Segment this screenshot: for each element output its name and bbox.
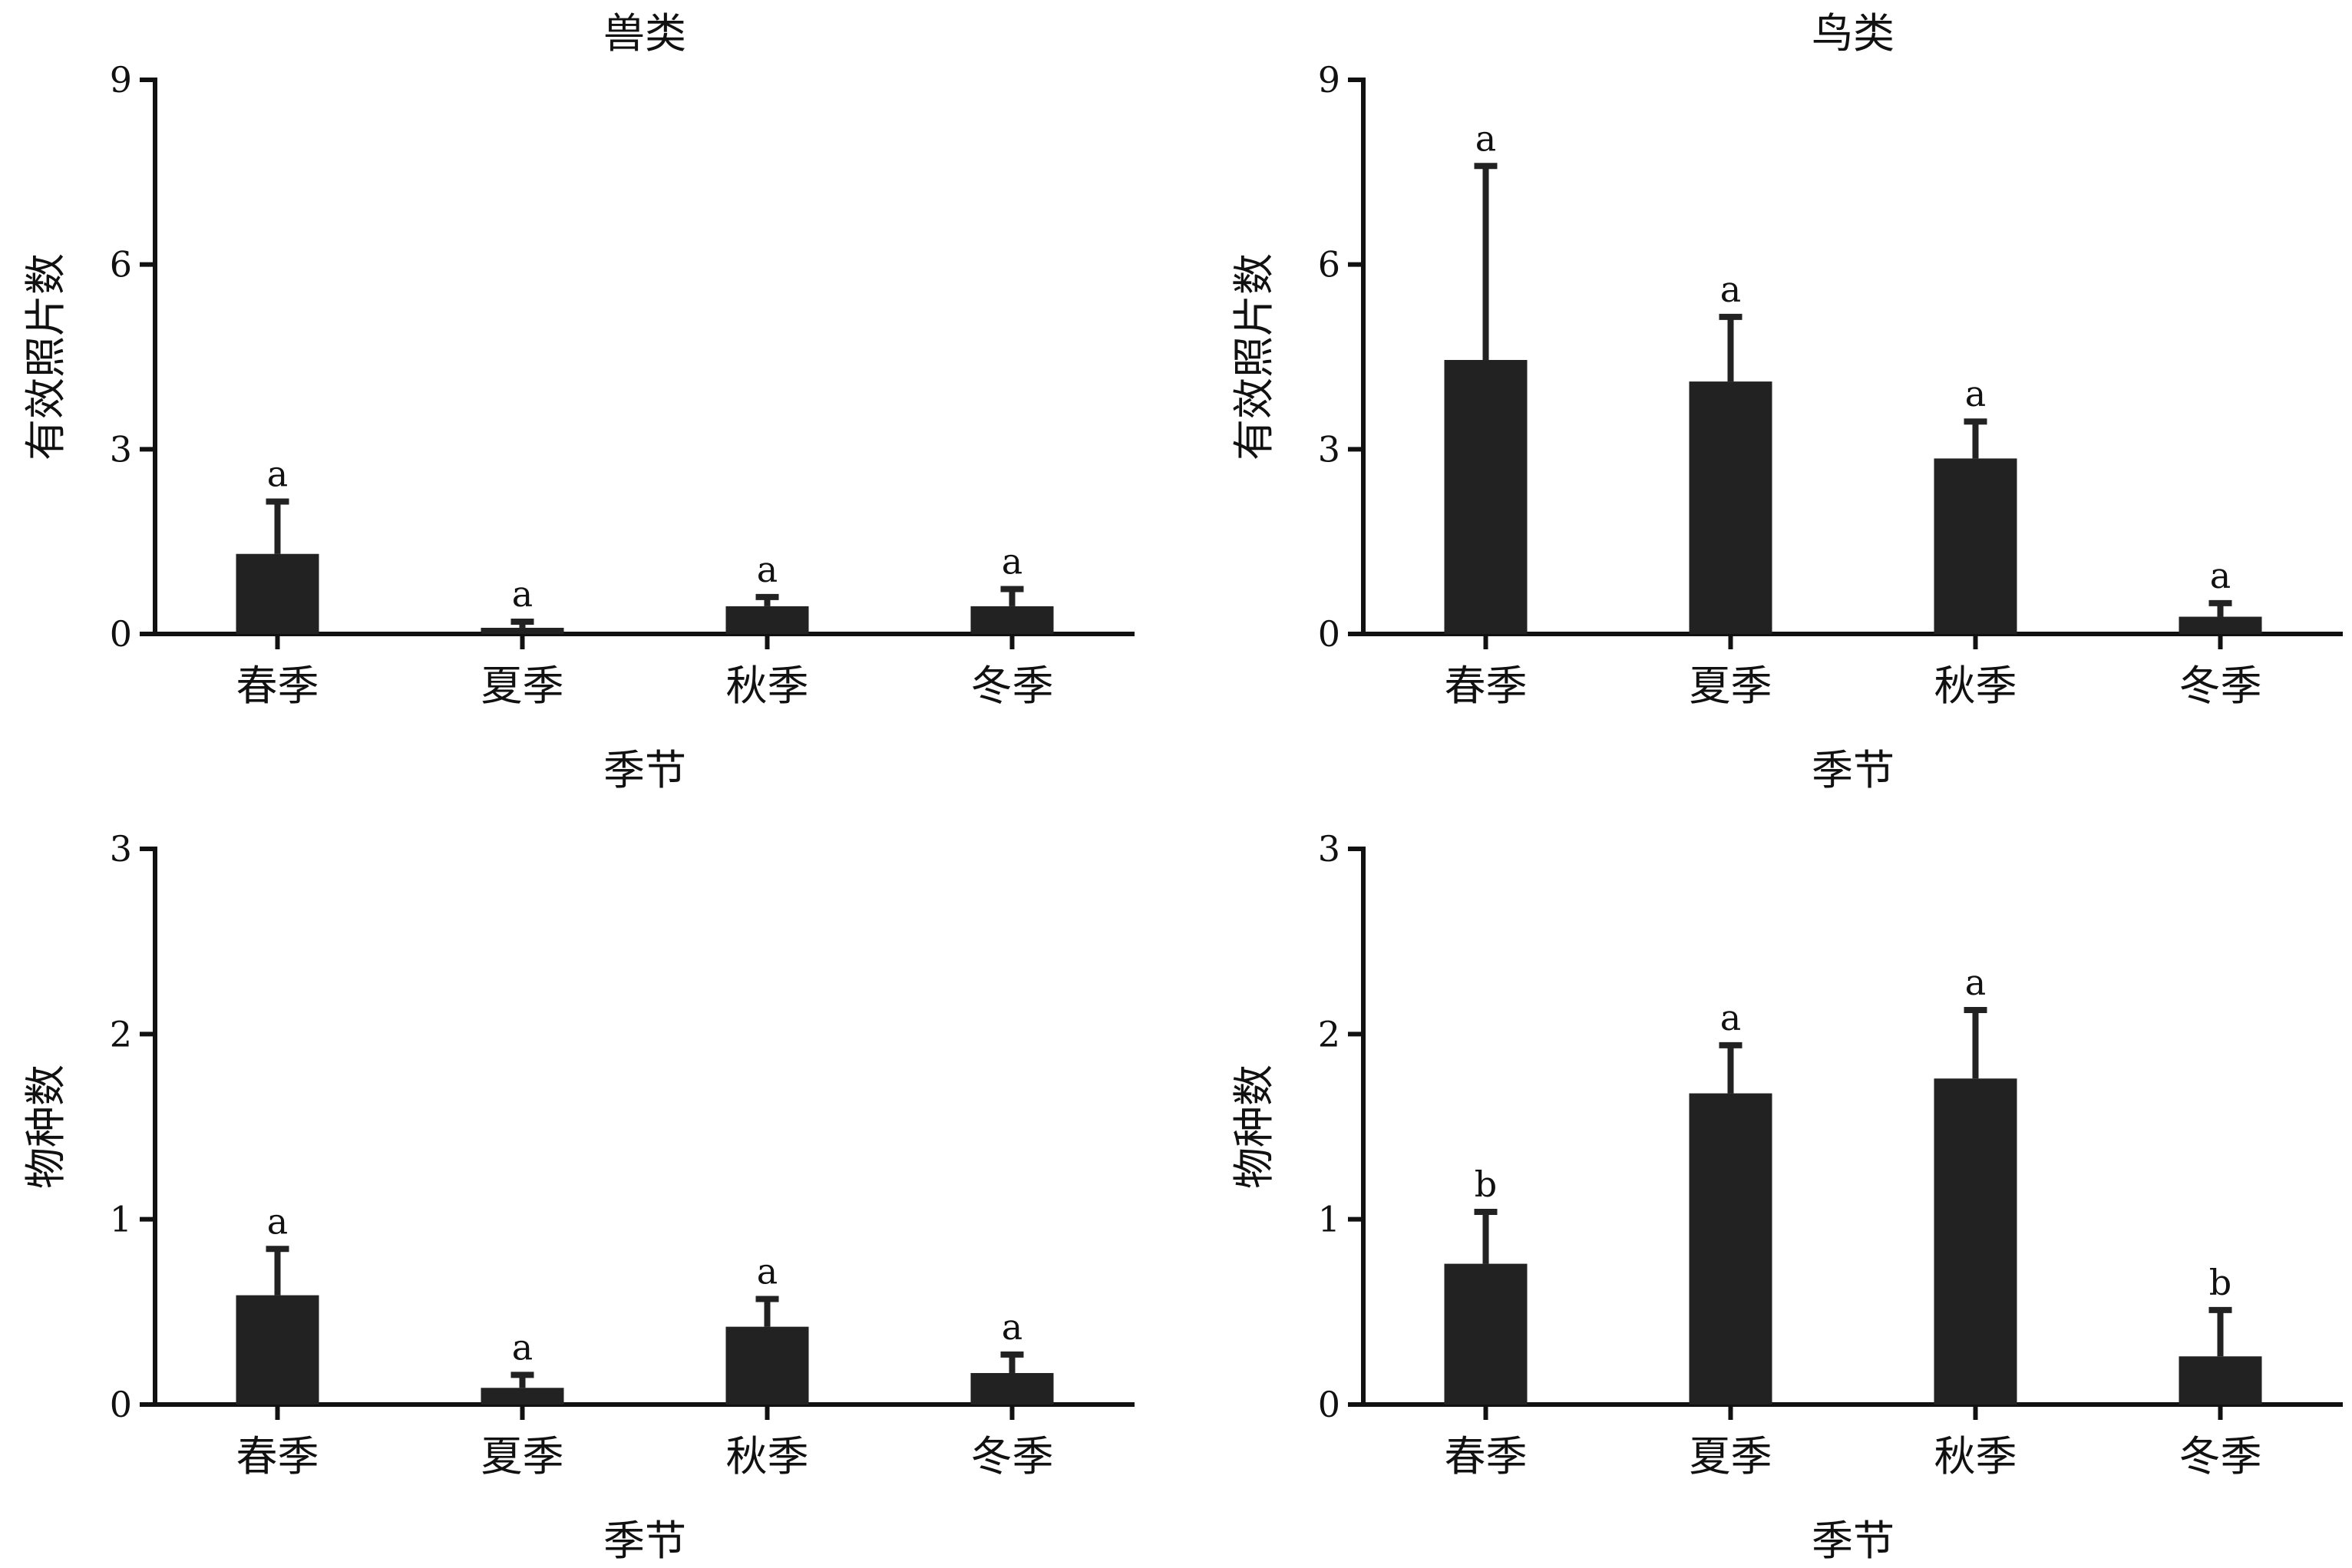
x-axis-title: 季节 [1812,746,1894,794]
bar [1444,360,1528,634]
error-bar [510,1372,534,1388]
significance-label: a [757,1250,778,1292]
error-bar [1000,586,1024,606]
error-bar [1000,1351,1024,1373]
bar [970,1372,1054,1405]
category-label: 春季 [236,1432,319,1481]
y-axis-title: 有效照片数 [1230,253,1278,460]
error-bar [2208,599,2232,617]
y-tick-label: 9 [1318,59,1340,101]
error-bar [1474,163,1498,361]
panel-title: 兽类 [603,9,686,58]
bar [1934,458,2017,634]
y-tick-label: 9 [110,59,132,101]
bar [970,606,1054,634]
significance-label: a [2210,555,2231,596]
bar [725,606,809,634]
chart-panel-2: 0 3 6 9 春季 a 夏季 a 秋季 a 冬季 a 季节 有效照片数 鸟类 [1230,9,2343,794]
significance-label: a [1720,997,1741,1038]
error-bar [266,1246,289,1296]
error-bar [2208,1306,2232,1357]
error-bar [1474,1209,1498,1264]
x-axis-title: 季节 [603,1517,686,1565]
x-axis-title: 季节 [603,746,686,794]
bar [236,1295,319,1405]
error-bar [1964,1006,1987,1079]
panel-title: 鸟类 [1812,9,1894,58]
category-label: 夏季 [1690,662,1772,710]
error-bar [1719,313,1743,382]
y-tick-label: 0 [1318,613,1340,655]
significance-label: b [1475,1164,1497,1205]
significance-label: b [2209,1262,2231,1303]
y-tick-label: 2 [1318,1013,1340,1055]
error-bar [510,618,534,628]
bar [2179,616,2262,634]
y-tick-label: 6 [110,244,132,286]
y-tick-label: 1 [1318,1199,1340,1240]
y-tick-label: 1 [110,1199,132,1240]
bar [481,627,564,634]
error-bar [1719,1041,1743,1094]
category-label: 夏季 [481,662,564,710]
category-label: 春季 [1445,1432,1528,1481]
y-tick-label: 0 [1318,1384,1340,1425]
bar [1934,1078,2017,1405]
bar [1444,1263,1528,1405]
bar [2179,1356,2262,1405]
category-label: 春季 [1445,662,1528,710]
chart-panel-3: 0 1 2 3 春季 a 夏季 a 秋季 a 冬季 a 季节 物种数 [21,828,1135,1565]
y-tick-label: 2 [110,1013,132,1055]
category-label: 夏季 [481,1432,564,1481]
bar [1689,1093,1772,1405]
error-bar [1964,418,1987,459]
y-tick-label: 6 [1318,244,1340,286]
category-label: 秋季 [1934,662,2017,710]
bar [1689,381,1772,634]
bar [236,553,319,634]
bar [725,1326,809,1405]
significance-label: a [512,573,533,615]
y-tick-label: 3 [1318,428,1340,470]
chart-panel-1: 0 3 6 9 春季 a 夏季 a 秋季 a 冬季 a 季节 有效照片数 兽类 [21,9,1135,794]
y-axis-title: 物种数 [21,1065,70,1189]
y-axis-title: 有效照片数 [21,253,70,460]
significance-label: a [757,549,778,590]
bar [481,1388,564,1405]
significance-label: a [1002,1306,1022,1348]
significance-label: a [1475,117,1496,159]
significance-label: a [1965,962,1986,1003]
category-label: 冬季 [2179,662,2262,710]
category-label: 秋季 [726,1432,809,1481]
significance-label: a [1720,269,1741,310]
category-label: 春季 [236,662,319,710]
y-tick-label: 3 [1318,828,1340,870]
y-tick-label: 3 [110,828,132,870]
chart-panel-4: 0 1 2 3 春季 b 夏季 a 秋季 a 冬季 b 季节 物种数 [1230,828,2343,1565]
significance-label: a [512,1326,533,1368]
error-bar [266,498,289,554]
significance-label: a [1965,373,1986,414]
error-bar [755,593,779,606]
y-tick-label: 0 [110,1384,132,1425]
category-label: 冬季 [2179,1432,2262,1481]
error-bar [755,1296,779,1327]
y-axis-title: 物种数 [1230,1065,1278,1189]
significance-label: a [1002,540,1022,582]
y-tick-label: 0 [110,613,132,655]
category-label: 秋季 [1934,1432,2017,1481]
category-label: 夏季 [1690,1432,1772,1481]
category-label: 秋季 [726,662,809,710]
y-tick-label: 3 [110,428,132,470]
x-axis-title: 季节 [1812,1517,1894,1565]
category-label: 冬季 [971,662,1054,710]
significance-label: a [267,454,288,495]
category-label: 冬季 [971,1432,1054,1481]
significance-label: a [267,1200,288,1242]
